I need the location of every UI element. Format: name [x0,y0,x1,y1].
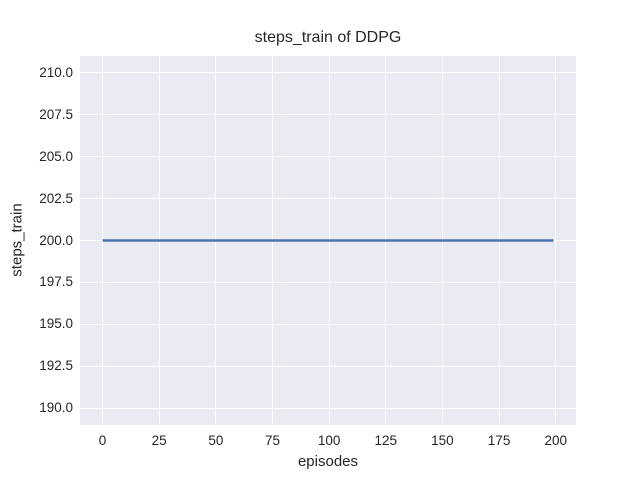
x-tick-label: 150 [431,433,454,448]
plot-area [80,56,576,425]
x-tick-label: 100 [317,433,341,448]
gridline-horizontal [80,365,576,367]
y-axis-label: steps_train [8,203,26,277]
y-tick-label: 200.0 [39,232,73,248]
x-tick-label: 75 [264,433,280,448]
gridline-horizontal [80,323,576,325]
y-tick-label: 202.5 [39,190,73,206]
gridline-horizontal [80,156,576,158]
x-tick-label: 25 [151,433,167,448]
data-line-layer [102,239,554,242]
x-tick-label: 200 [544,433,567,448]
y-tick-label: 190.0 [39,400,73,416]
chart-title: steps_train of DDPG [254,29,402,46]
gridline-horizontal [80,198,576,200]
y-tick-label: 205.0 [39,148,73,164]
gridline-vertical [555,56,557,425]
x-axis-label: episodes [297,453,359,470]
y-tick-label: 197.5 [39,274,73,290]
gridline-horizontal [80,72,576,74]
y-tick-label: 195.0 [39,316,73,332]
gridline-horizontal [80,407,576,409]
x-tick-label: 125 [374,433,398,448]
y-tick-label: 192.5 [39,358,73,374]
y-tick-label: 210.0 [39,64,73,80]
gridline-horizontal [80,114,576,116]
x-tick-label: 0 [98,433,107,448]
gridline-vertical [102,56,104,425]
x-tick-label: 50 [208,433,224,448]
gridline-horizontal [80,281,576,283]
y-tick-label: 207.5 [39,106,73,122]
x-tick-label: 175 [487,433,511,448]
